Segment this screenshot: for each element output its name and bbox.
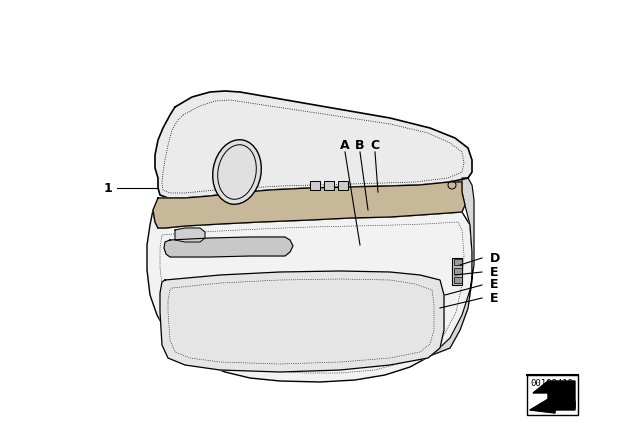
Bar xyxy=(454,277,462,283)
Text: E: E xyxy=(490,266,499,279)
Ellipse shape xyxy=(212,140,261,204)
Polygon shape xyxy=(164,237,293,257)
Text: B: B xyxy=(355,139,365,152)
Text: E: E xyxy=(490,279,499,292)
Text: 1: 1 xyxy=(103,181,112,194)
Bar xyxy=(527,375,578,415)
Polygon shape xyxy=(153,182,465,228)
Text: C: C xyxy=(371,139,380,152)
Polygon shape xyxy=(160,271,444,372)
Text: D: D xyxy=(490,251,500,264)
Bar xyxy=(338,181,348,190)
Polygon shape xyxy=(452,258,462,285)
Polygon shape xyxy=(530,395,575,413)
Bar xyxy=(324,181,334,190)
Polygon shape xyxy=(147,210,472,382)
Text: E: E xyxy=(490,292,499,305)
Text: A: A xyxy=(340,139,350,152)
Text: 00188419: 00188419 xyxy=(531,379,573,388)
Polygon shape xyxy=(533,381,575,410)
Bar xyxy=(454,268,462,274)
Polygon shape xyxy=(432,178,474,355)
Polygon shape xyxy=(175,228,205,242)
Polygon shape xyxy=(155,91,472,198)
Bar xyxy=(310,181,320,190)
Bar xyxy=(454,259,462,265)
